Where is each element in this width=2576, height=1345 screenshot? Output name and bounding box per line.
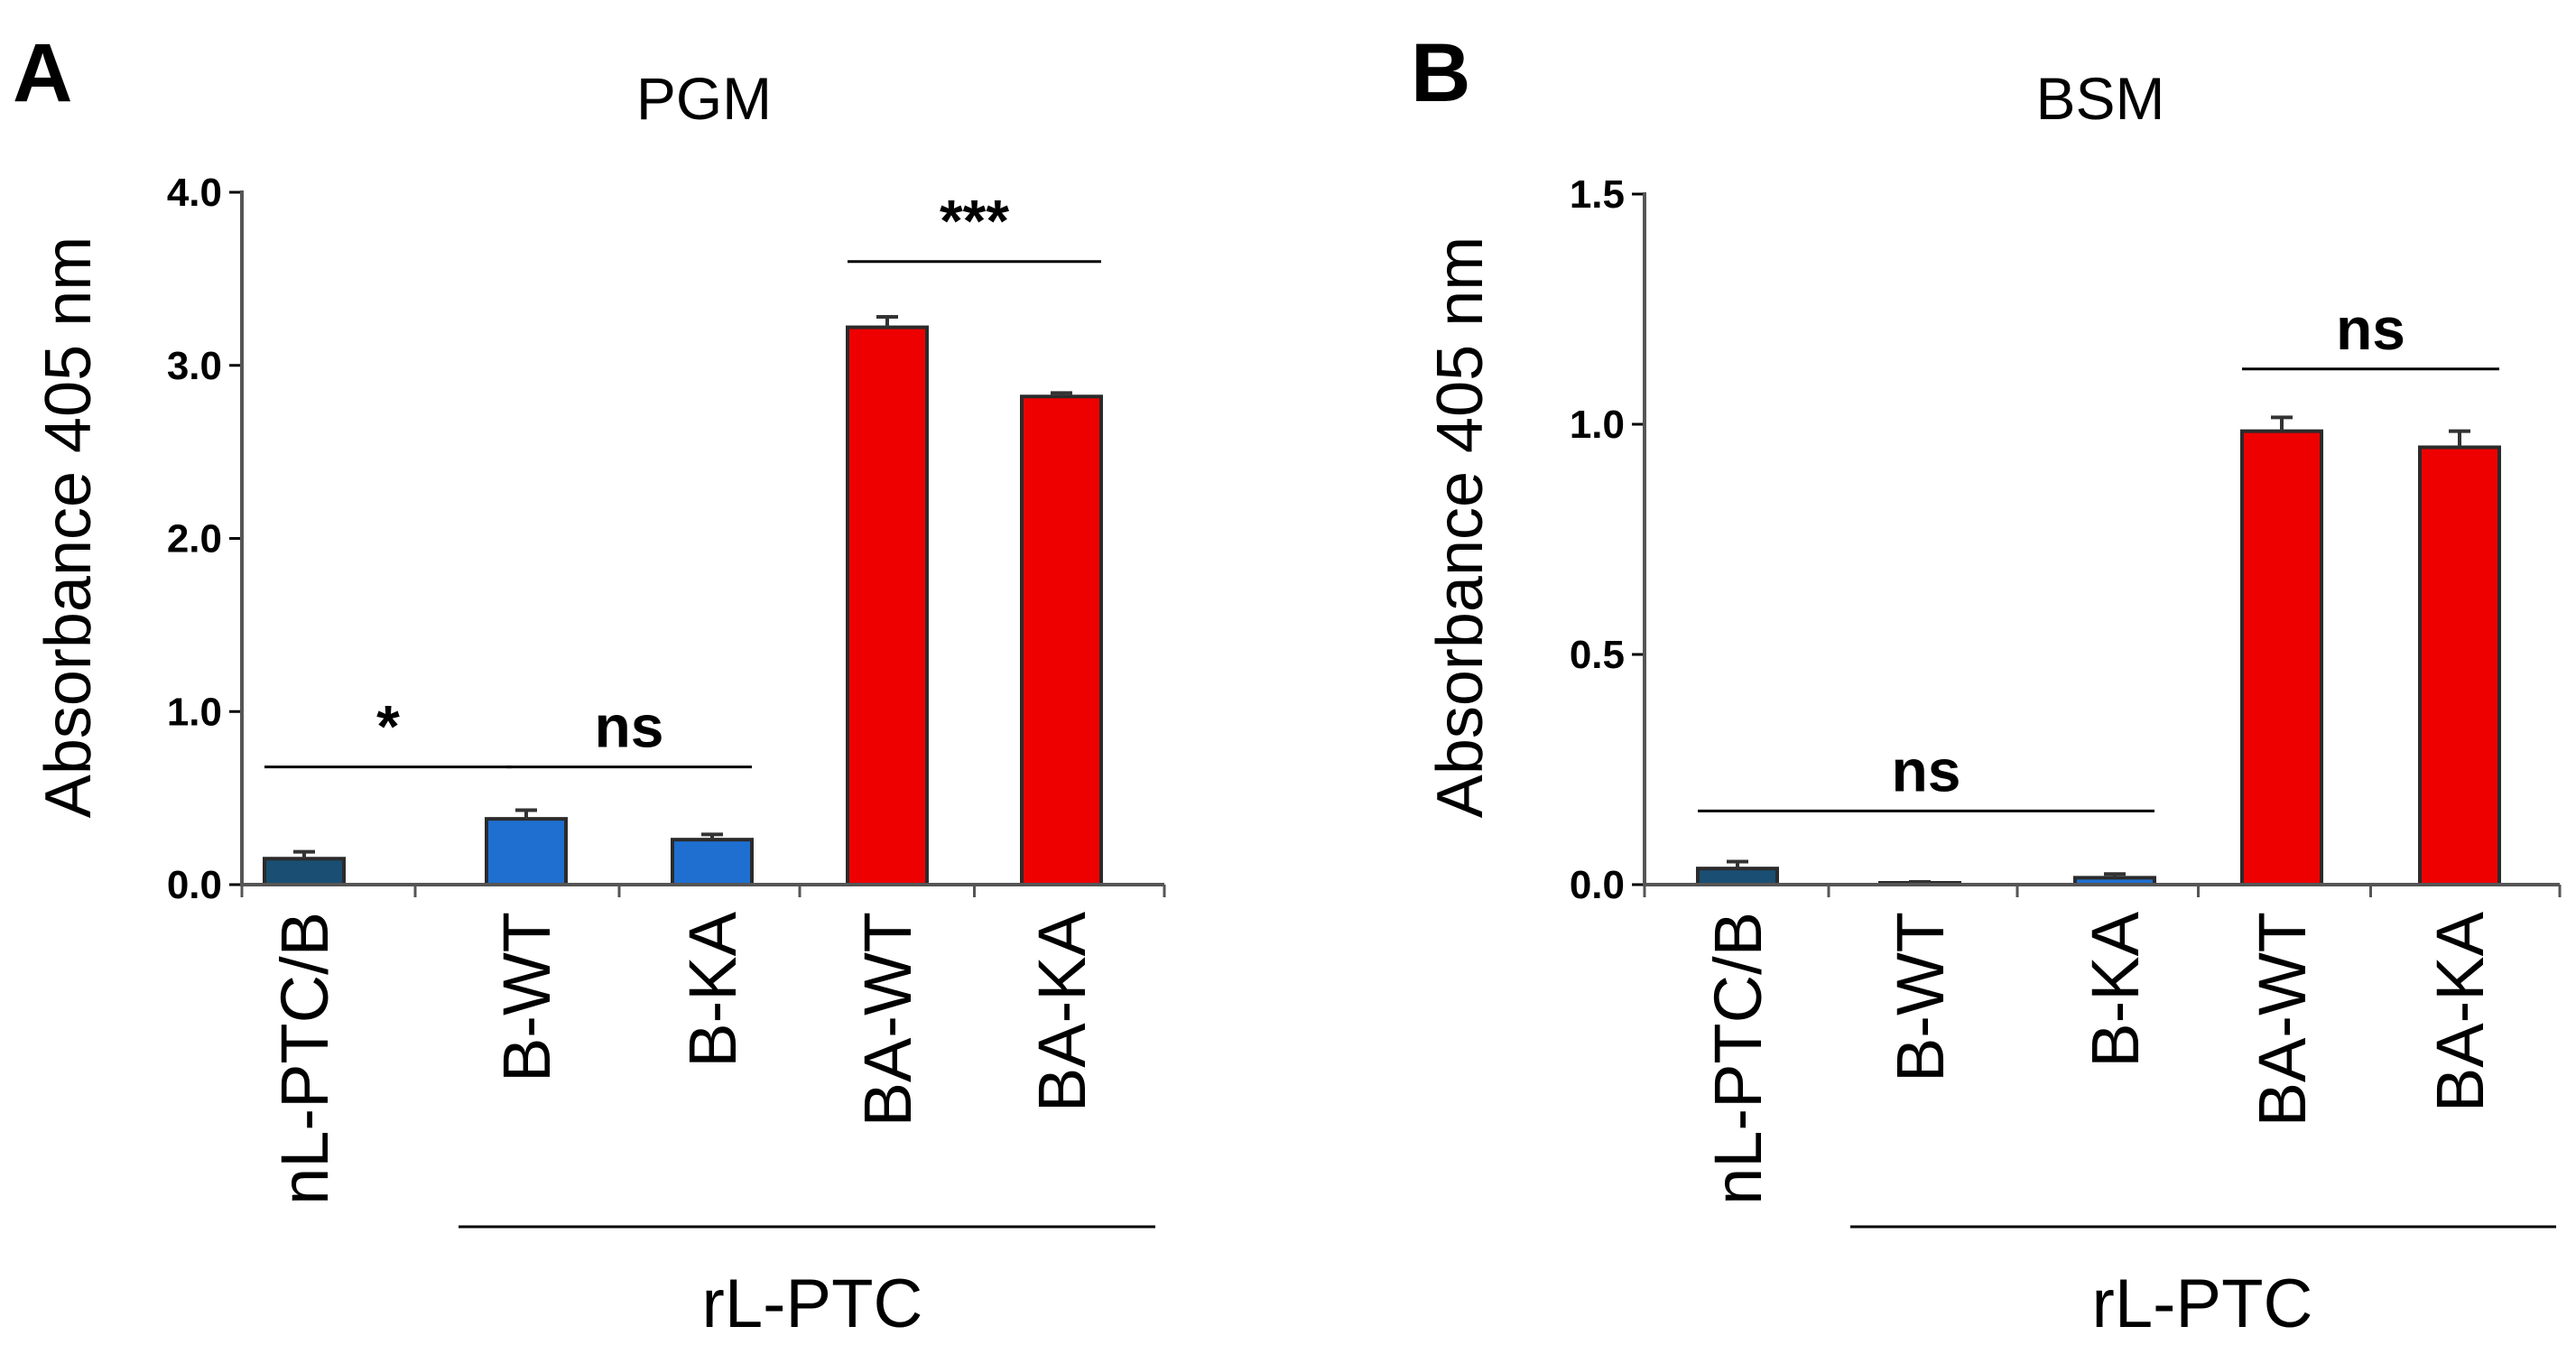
x-tick-label: B-KA	[2078, 911, 2153, 1067]
chart-title-b: BSM	[2035, 65, 2164, 132]
error-bars-a	[293, 315, 1072, 859]
y-tick-label: 1.0	[1570, 403, 1625, 447]
y-tick-label: 3.0	[167, 344, 222, 388]
bar-b-wt	[485, 817, 568, 887]
x-tick-label: nL-PTC/B	[1700, 912, 1775, 1205]
axes-a	[240, 190, 1166, 897]
x-tick-label: BA-KA	[1024, 911, 1099, 1112]
panel-letter-b: B	[1411, 27, 1470, 119]
bars-a	[263, 325, 1103, 887]
bar-ba-ka	[2418, 445, 2501, 886]
x-tick-label: BA-WT	[2245, 912, 2320, 1127]
group-label-b: rL-PTC	[2092, 1266, 2313, 1342]
bar-ba-wt	[846, 325, 929, 886]
significance-label: *	[376, 693, 400, 760]
significance-label: ns	[594, 693, 663, 760]
axes-b	[1643, 192, 2562, 897]
x-tick-label: B-WT	[489, 912, 564, 1082]
bar-nl-ptc-b	[1696, 867, 1779, 887]
y-axis-label-a: Absorbance 405 nm	[32, 237, 105, 818]
x-tick-label: B-WT	[1883, 912, 1958, 1082]
y-tick-label: 0.0	[1570, 863, 1625, 907]
x-tick-label: BA-WT	[850, 912, 925, 1127]
y-tick-label: 0.5	[1570, 633, 1625, 677]
bar-b-ka	[671, 838, 754, 887]
significance-a: * ns ***	[264, 188, 1101, 769]
panel-b: B BSM Absorbance 405 nm 0.00.51.01.5 nsn…	[1411, 27, 2562, 1342]
x-tick-label: B-KA	[675, 911, 750, 1067]
chart-title-a: PGM	[636, 65, 772, 132]
y-ticks-b: 0.0 0.5 1.0 1.5	[1570, 172, 1645, 907]
significance-b: ns ns	[1698, 295, 2499, 812]
bars-b	[1696, 429, 2501, 887]
y-axis-label-b: Absorbance 405 nm	[1424, 237, 1496, 818]
panel-letter-a: A	[13, 27, 72, 119]
y-tick-label: 1.5	[1570, 172, 1625, 217]
bar-nl-ptc-b	[263, 857, 346, 886]
x-ticks-a: nL-PTC/B B-WT B-KA BA-WT BA-KA	[267, 911, 1099, 1205]
panel-a: A PGM Absorbance 405 nm 0.01.02.03.04.0 …	[13, 27, 1166, 1342]
significance-label: ***	[940, 188, 1009, 255]
x-tick-label: nL-PTC/B	[267, 912, 342, 1205]
significance-label: ns	[2336, 295, 2405, 362]
x-ticks-b: nL-PTC/B B-WT B-KA BA-WT BA-KA	[1700, 911, 2497, 1205]
x-tick-label: BA-KA	[2423, 911, 2497, 1112]
y-tick-label: 0.0	[167, 863, 222, 907]
y-tick-label: 1.0	[167, 690, 222, 734]
bar-ba-ka	[1020, 394, 1103, 886]
y-tick-label: 2.0	[167, 517, 222, 561]
significance-label: ns	[1891, 737, 1960, 803]
y-ticks-a: 0.0 1.0 2.0 3.0 4.0	[167, 171, 242, 907]
bar-ba-wt	[2240, 429, 2323, 886]
error-bars-b	[1727, 415, 2470, 884]
y-tick-label: 4.0	[167, 171, 222, 215]
group-label-a: rL-PTC	[702, 1266, 923, 1342]
